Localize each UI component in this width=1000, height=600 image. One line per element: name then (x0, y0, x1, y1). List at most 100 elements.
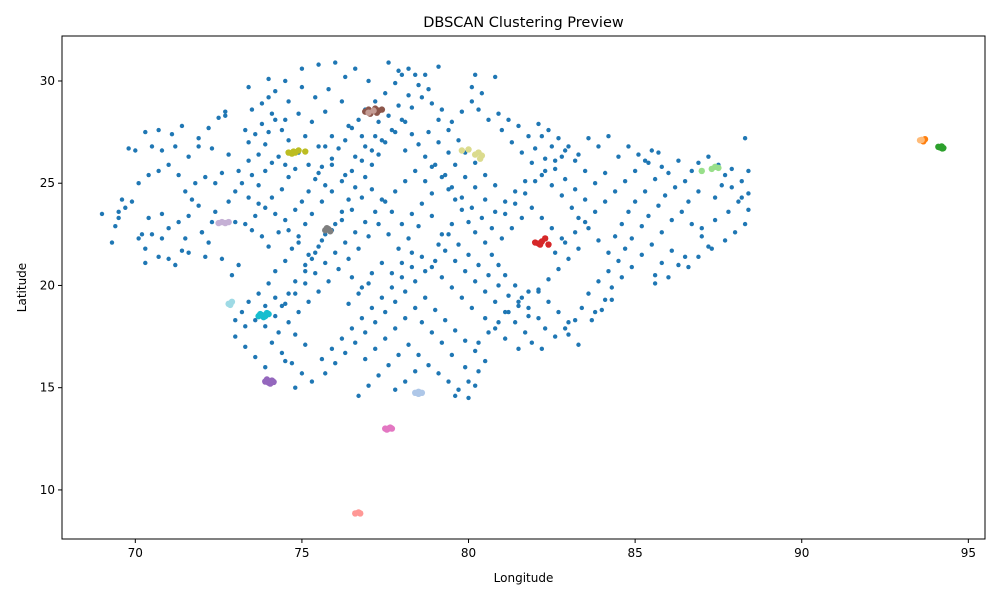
noise-point (639, 252, 644, 257)
noise-point (359, 195, 365, 200)
noise-point (256, 152, 261, 157)
noise-point (516, 346, 521, 352)
noise-point (129, 199, 135, 204)
noise-point (109, 240, 115, 245)
noise-point (546, 277, 551, 282)
noise-point (466, 252, 471, 257)
noise-point (399, 72, 405, 78)
noise-point (296, 240, 301, 245)
noise-point (582, 168, 588, 174)
noise-point (243, 324, 248, 329)
noise-point (413, 369, 418, 374)
noise-point (359, 133, 365, 139)
noise-point (329, 156, 335, 161)
noise-point (223, 109, 228, 114)
noise-point (423, 268, 428, 274)
noise-point (423, 178, 428, 184)
noise-point (206, 125, 211, 131)
noise-point (339, 178, 345, 184)
cluster-point-9 (415, 390, 422, 398)
noise-point (423, 295, 428, 300)
noise-point (246, 158, 251, 163)
noise-point (459, 295, 465, 300)
noise-point (576, 342, 581, 347)
noise-point (309, 119, 315, 125)
noise-point (319, 199, 325, 204)
noise-point (549, 183, 555, 188)
noise-point (283, 258, 288, 264)
noise-point (612, 234, 618, 239)
noise-point (286, 174, 291, 180)
noise-point (466, 379, 471, 384)
noise-point (313, 176, 318, 182)
noise-point (566, 332, 571, 337)
noise-point (263, 365, 268, 370)
noise-point (699, 226, 704, 231)
noise-point (586, 226, 591, 231)
noise-point (259, 101, 265, 106)
noise-point (386, 363, 391, 368)
noise-point (462, 174, 468, 180)
noise-point (609, 297, 614, 302)
noise-point (273, 117, 278, 123)
noise-point (629, 236, 634, 241)
noise-point (426, 363, 431, 368)
y-tick-label: 10 (40, 483, 55, 497)
noise-point (173, 144, 178, 149)
noise-point (403, 315, 408, 321)
noise-point (546, 127, 551, 133)
noise-point (499, 127, 505, 133)
noise-point (149, 232, 155, 237)
noise-point (279, 127, 285, 133)
noise-point (349, 275, 355, 280)
noise-point (522, 191, 528, 196)
noise-point (369, 270, 375, 276)
noise-point (363, 330, 368, 335)
noise-point (449, 119, 455, 125)
noise-point (236, 168, 241, 174)
noise-point (376, 119, 381, 125)
noise-point (329, 346, 335, 352)
noise-point (396, 352, 401, 358)
noise-point (532, 178, 538, 184)
noise-point (449, 285, 455, 290)
noise-point (346, 123, 351, 129)
noise-point (279, 187, 285, 192)
noise-point (356, 246, 361, 251)
noise-point (482, 240, 488, 245)
noise-point (672, 185, 678, 190)
noise-point (333, 60, 338, 65)
noise-point (353, 340, 358, 345)
noise-point (286, 138, 291, 143)
noise-point (566, 320, 571, 325)
noise-point (439, 340, 445, 345)
noise-point (442, 318, 448, 323)
noise-point (196, 203, 201, 208)
noise-point (406, 66, 411, 71)
noise-point (632, 168, 638, 174)
noise-point (373, 209, 378, 215)
noise-point (283, 117, 288, 123)
noise-point (193, 181, 198, 186)
noise-point (542, 156, 548, 161)
noise-point (406, 236, 411, 241)
noise-point (299, 371, 305, 376)
noise-point (303, 133, 308, 139)
noise-point (462, 365, 468, 370)
noise-point (279, 350, 285, 356)
noise-point (343, 74, 348, 80)
noise-point (739, 178, 744, 184)
noise-point (213, 209, 218, 215)
cluster-point-8 (257, 310, 264, 318)
noise-point (506, 117, 511, 123)
noise-point (343, 240, 348, 245)
noise-point (416, 352, 421, 358)
noise-point (306, 252, 311, 257)
noise-point (746, 168, 751, 174)
noise-point (506, 309, 511, 315)
cluster-point-16 (227, 301, 234, 309)
noise-point (233, 189, 238, 194)
noise-point (273, 295, 278, 300)
